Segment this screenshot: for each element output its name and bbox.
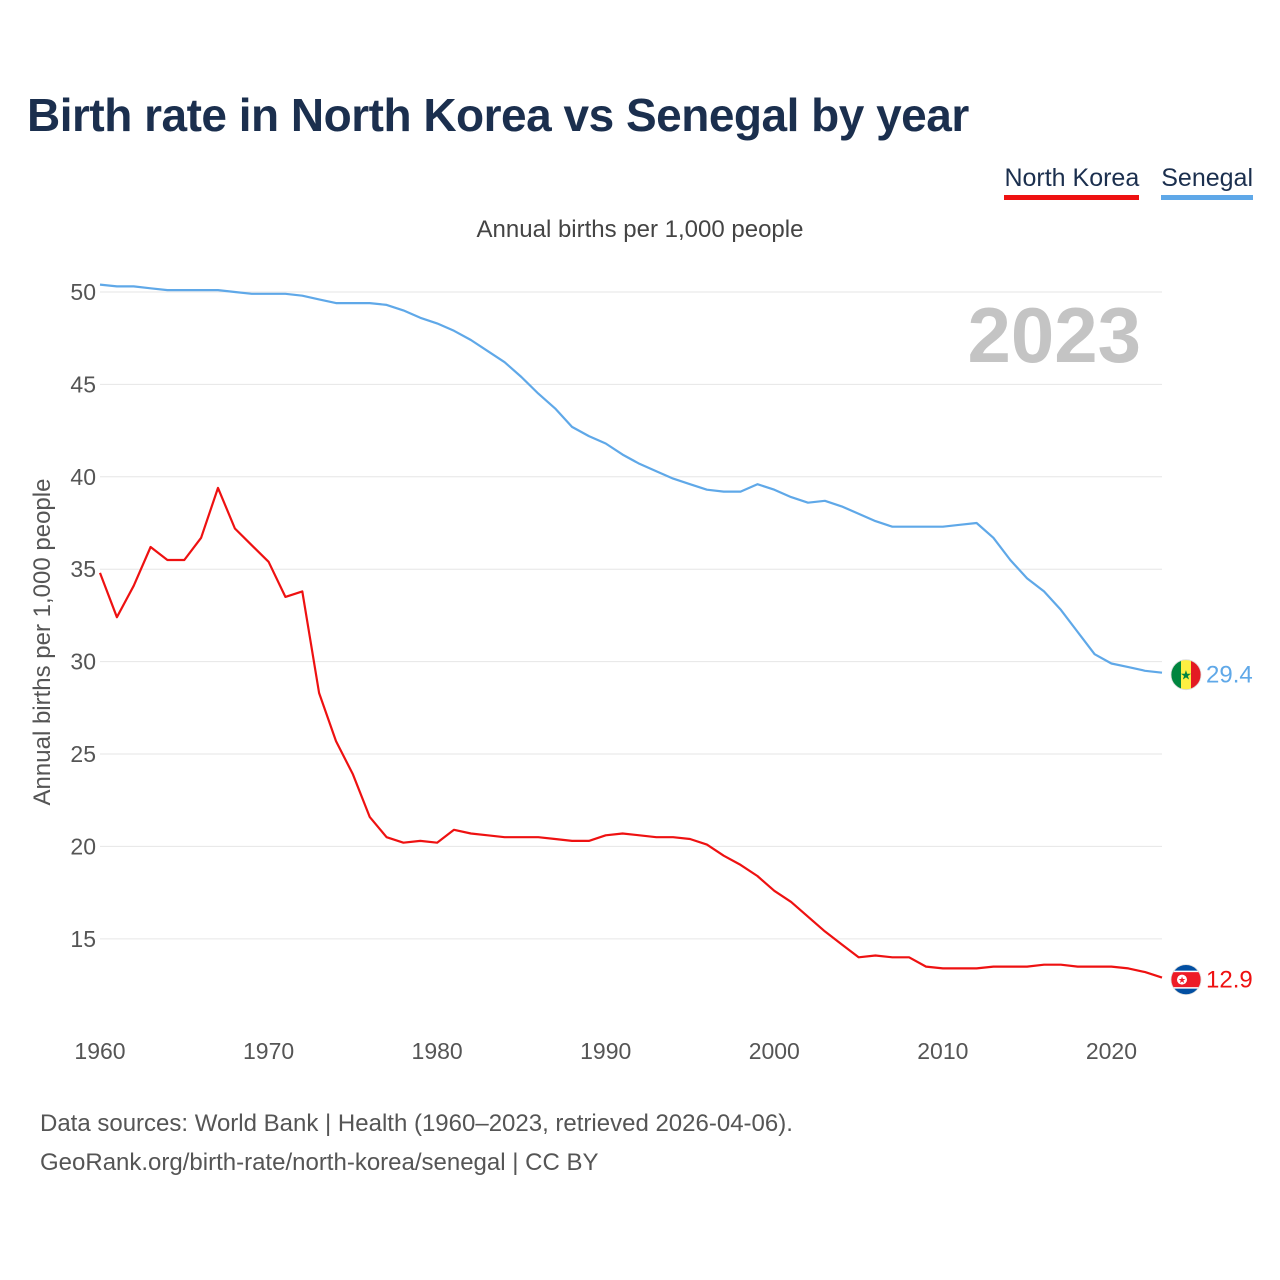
y-tick-30: 30	[70, 649, 96, 675]
series-lines	[98, 283, 1163, 979]
x-tick-1980: 1980	[412, 1038, 463, 1064]
legend-item-senegal[interactable]: Senegal	[1161, 164, 1253, 200]
y-tick-20: 20	[70, 833, 96, 859]
year-watermark: 2023	[967, 291, 1141, 379]
chart-title: Birth rate in North Korea vs Senegal by …	[27, 89, 969, 141]
y-tick-35: 35	[70, 556, 96, 582]
x-tick-2000: 2000	[749, 1038, 800, 1064]
legend-item-north-korea[interactable]: North Korea	[1004, 164, 1140, 200]
x-tick-1960: 1960	[74, 1038, 125, 1064]
series-line-north-korea[interactable]	[98, 486, 1163, 979]
x-tick-1990: 1990	[580, 1038, 631, 1064]
y-tick-45: 45	[70, 371, 96, 397]
x-tick-2020: 2020	[1086, 1038, 1137, 1064]
y-tick-40: 40	[70, 464, 96, 490]
svg-text:★: ★	[1180, 669, 1192, 684]
flag-icon-north-korea: ★	[1170, 964, 1202, 996]
y-tick-15: 15	[70, 926, 96, 952]
x-tick-1970: 1970	[243, 1038, 294, 1064]
chart-subtitle: Annual births per 1,000 people	[476, 216, 804, 243]
end-label-north-korea: 12.9	[1206, 967, 1253, 994]
footer-sources: Data sources: World Bank | Health (1960–…	[40, 1110, 793, 1137]
footer-attribution[interactable]: GeoRank.org/birth-rate/north-korea/seneg…	[40, 1149, 599, 1176]
y-tick-50: 50	[70, 279, 96, 305]
y-axis-label: Annual births per 1,000 people	[29, 479, 56, 806]
x-tick-2010: 2010	[917, 1038, 968, 1064]
end-markers: ★ 12.9 ★ 29.4	[1170, 659, 1253, 996]
y-tick-25: 25	[70, 741, 96, 767]
svg-text:★: ★	[1178, 976, 1186, 986]
end-label-senegal: 29.4	[1206, 662, 1253, 689]
grid-lines	[100, 291, 1162, 940]
x-axis-ticks: 1960 1970 1980 1990 2000 2010 2020	[74, 1038, 1137, 1064]
legend: North Korea Senegal	[1004, 164, 1253, 200]
series-line-senegal[interactable]	[99, 283, 1163, 674]
flag-icon-senegal: ★	[1170, 659, 1202, 691]
footer: Data sources: World Bank | Health (1960–…	[40, 1104, 793, 1182]
y-axis-ticks: 15 20 25 30 35 40 45 50	[70, 279, 96, 952]
